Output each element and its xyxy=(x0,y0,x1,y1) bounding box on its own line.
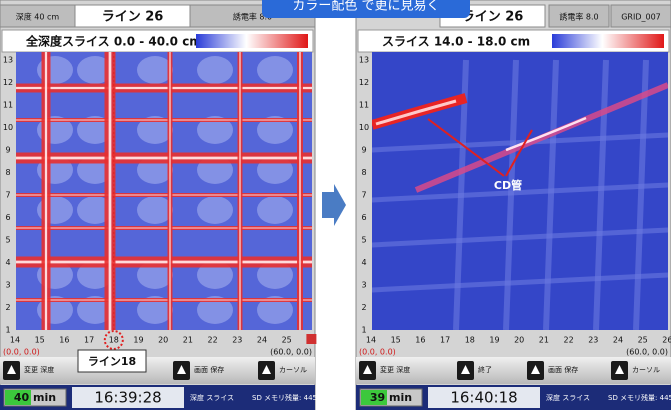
tab-label: 深度 40 cm xyxy=(16,12,60,22)
memory: SD メモリ残量: 4452 m xyxy=(608,393,671,402)
x-label: 17 xyxy=(84,336,94,345)
x-label: 16 xyxy=(59,336,69,345)
banner: カラー配色 で更に見易く xyxy=(292,0,439,14)
heatmap-patch xyxy=(197,56,233,84)
y-label: 4 xyxy=(361,258,366,267)
y-label: 2 xyxy=(5,303,10,312)
y-label: 12 xyxy=(3,78,13,87)
x-label: 18 xyxy=(109,336,119,345)
x-label: 16 xyxy=(415,336,425,345)
x-label: 14 xyxy=(366,336,376,345)
y-label: 12 xyxy=(359,78,369,87)
x-label: 25 xyxy=(282,336,292,345)
y-label: 5 xyxy=(361,236,366,245)
x-label: 22 xyxy=(564,336,574,345)
x-label: 23 xyxy=(588,336,598,345)
y-label: 1 xyxy=(361,326,366,335)
end-coord: (60.0, 0.0) xyxy=(270,348,312,357)
x-label: 17 xyxy=(440,336,450,345)
button-label[interactable]: 終了 xyxy=(478,365,492,374)
mode: 深度 スライス xyxy=(546,393,590,402)
annotation: CD管 xyxy=(494,178,522,192)
mode: 深度 スライス xyxy=(190,393,234,402)
timer: 40 min xyxy=(14,391,56,404)
y-label: 3 xyxy=(5,281,10,290)
y-label: 2 xyxy=(361,303,366,312)
device-screen: ライン 26 誘電率 8.0 GRID_007 スライス 14.0 - 18.0 cm… xyxy=(356,0,671,410)
heatmap-patch xyxy=(257,196,293,224)
clock: 16:39:28 xyxy=(94,389,161,407)
y-label: 13 xyxy=(3,56,13,65)
x-label: 21 xyxy=(539,336,549,345)
y-label: 13 xyxy=(359,56,369,65)
callout: ライン18 xyxy=(88,355,136,368)
tab-label: ライン 26 xyxy=(462,10,524,25)
x-label: 15 xyxy=(35,336,45,345)
tab-label: ライン 26 xyxy=(102,10,164,25)
y-label: 8 xyxy=(361,168,366,177)
y-label: 10 xyxy=(359,123,369,132)
x-label: 22 xyxy=(208,336,218,345)
y-label: 3 xyxy=(361,281,366,290)
y-label: 6 xyxy=(361,213,366,222)
y-label: 9 xyxy=(361,146,366,155)
origin-coord: (0.0, 0.0) xyxy=(359,348,396,357)
y-label: 7 xyxy=(5,191,10,200)
heatmap-patch xyxy=(197,196,233,224)
y-label: 10 xyxy=(3,123,13,132)
y-label: 1 xyxy=(5,326,10,335)
button-label[interactable]: 変更 深度 xyxy=(24,365,54,374)
slice-title: スライス 14.0 - 18.0 cm xyxy=(382,35,530,49)
x-label: 14 xyxy=(10,336,20,345)
x-label: 20 xyxy=(514,336,524,345)
color-scale xyxy=(552,34,664,48)
button-label[interactable]: 画面 保存 xyxy=(548,365,578,374)
heatmap-patch xyxy=(257,56,293,84)
x-label: 19 xyxy=(489,336,499,345)
x-label: 15 xyxy=(391,336,401,345)
screen: 深度 40 cm ライン 26 誘電率 8.0 全深度スライス 0.0 - 40.0 … xyxy=(0,0,671,410)
x-label: 26 xyxy=(306,336,316,345)
button-label[interactable]: カーソル xyxy=(632,366,660,374)
end-coord: (60.0, 0.0) xyxy=(626,348,668,357)
x-label: 18 xyxy=(465,336,475,345)
y-label: 8 xyxy=(5,168,10,177)
tab-label: 誘電率 8.0 xyxy=(559,12,598,22)
timer: 39 min xyxy=(370,391,412,404)
button-label[interactable]: 変更 深度 xyxy=(380,365,410,374)
y-label: 4 xyxy=(5,258,10,267)
y-label: 7 xyxy=(361,191,366,200)
next-arrow xyxy=(322,184,346,226)
x-label: 21 xyxy=(183,336,193,345)
y-label: 11 xyxy=(359,101,369,110)
x-label: 23 xyxy=(232,336,242,345)
y-label: 5 xyxy=(5,236,10,245)
x-label: 19 xyxy=(133,336,143,345)
tab-label: GRID_007 xyxy=(621,13,661,22)
heatmap xyxy=(16,52,312,330)
x-label: 20 xyxy=(158,336,168,345)
y-label: 6 xyxy=(5,213,10,222)
button-label[interactable]: 画面 保存 xyxy=(194,365,224,374)
slice-title: 全深度スライス 0.0 - 40.0 cm xyxy=(25,34,202,49)
x-label: 24 xyxy=(613,336,623,345)
x-label: 26 xyxy=(662,336,671,345)
x-label: 25 xyxy=(638,336,648,345)
button-label[interactable]: カーソル xyxy=(279,366,307,374)
clock: 16:40:18 xyxy=(450,389,517,407)
memory: SD メモリ残量: 4452 m xyxy=(252,393,331,402)
color-scale xyxy=(196,34,308,48)
y-label: 9 xyxy=(5,146,10,155)
x-label: 24 xyxy=(257,336,267,345)
origin-coord: (0.0, 0.0) xyxy=(3,348,40,357)
y-label: 11 xyxy=(3,101,13,110)
